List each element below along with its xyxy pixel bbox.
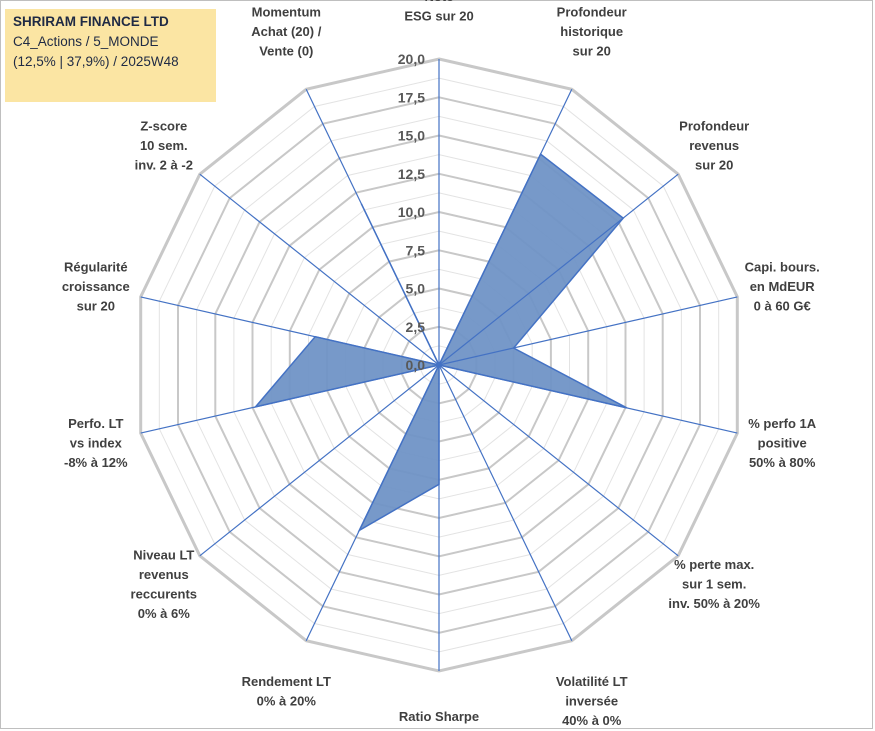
radar-tick-labels: 0,0 2,5 5,0 7,5 10,0 12,5 15,0 17,5 20,0 (398, 51, 425, 373)
axis-label-line: Profondeur (557, 4, 627, 19)
axis-label-line: -8% à 12% (64, 455, 128, 470)
axis-label-line: Volatilité LT (556, 674, 628, 689)
axis-label-line: Achat (20) / (251, 24, 321, 39)
radar-spoke (199, 364, 440, 557)
radial-tick-label: 12,5 (398, 166, 425, 182)
axis-label-line: sur 20 (573, 43, 611, 58)
axis-label-line: Momentum (252, 4, 321, 19)
radial-tick-label: 2,5 (406, 319, 426, 335)
axis-label-line: sur 20 (695, 157, 733, 172)
title-box: SHRIRAM FINANCE LTD C4_Actions / 5_MONDE… (5, 9, 216, 102)
axis-label-line: Z-score (140, 118, 187, 133)
radial-tick-label: 7,5 (406, 242, 426, 258)
radar-spoke (438, 364, 679, 557)
radar-spoke (140, 296, 440, 366)
axis-label-line: Ratio Sharpe (399, 709, 479, 724)
axis-label-line: revenus (139, 567, 189, 582)
axis-label-line: historique (560, 24, 623, 39)
axis-label-line: sur 20 (77, 298, 115, 313)
axis-label-line: Note (425, 0, 454, 4)
axis-label-line: sur 1 sem. (682, 577, 746, 592)
chart-subtitle-category: C4_Actions / 5_MONDE (13, 34, 159, 49)
axis-label-line: 10 sem. (140, 138, 188, 153)
radar-spoke (438, 364, 573, 641)
radar-spoke (438, 296, 738, 366)
axis-label-line: inversée (565, 694, 618, 709)
axis-label-line: Rendement LT (242, 674, 331, 689)
axis-label-line: 40% à 0% (562, 713, 622, 728)
axis-label-line: Régularité (64, 259, 128, 274)
radar-axis-labels: Note ESG sur 20 Profondeur historique sur 20… (62, 0, 820, 731)
radar-spoke (305, 364, 440, 641)
axis-label-line: reccurents (131, 587, 197, 602)
chart-title: SHRIRAM FINANCE LTD (13, 14, 169, 29)
chart-subtitle-period: (12,5% | 37,9%) / 2025W48 (13, 54, 179, 69)
axis-label-line: croissance (62, 279, 130, 294)
radial-tick-label: 5,0 (406, 281, 426, 297)
radial-tick-label: 15,0 (398, 128, 425, 144)
axis-label-line: Vente (0) (259, 43, 313, 58)
radial-tick-label: 0,0 (406, 357, 426, 373)
axis-label-line: 50% à 80% (749, 455, 816, 470)
axis-label-line: vs index (70, 436, 123, 451)
radar-spoke (438, 364, 738, 434)
radial-tick-label: 17,5 (398, 89, 425, 105)
axis-label-line: 0 à 1 (425, 729, 454, 731)
axis-label-line: Perfo. LT (68, 416, 123, 431)
axis-label-line: 0 à 60 G€ (754, 298, 811, 313)
axis-label-line: Profondeur (679, 118, 749, 133)
radial-tick-label: 20,0 (398, 51, 425, 67)
axis-label-line: 0% à 6% (138, 606, 190, 621)
radial-tick-label: 10,0 (398, 204, 425, 220)
axis-label-line: en MdEUR (750, 279, 816, 294)
axis-label-line: % perte max. (674, 557, 754, 572)
axis-label-line: ESG sur 20 (404, 9, 473, 24)
radar-spokes (140, 59, 738, 671)
axis-label-line: Niveau LT (133, 548, 194, 563)
radar-spoke (438, 173, 679, 366)
radar-spoke (199, 173, 440, 366)
axis-label-line: Capi. bours. (745, 259, 820, 274)
axis-label-line: % perfo 1A (748, 416, 817, 431)
radar-spoke (438, 89, 573, 366)
radar-spoke (305, 89, 440, 366)
axis-label-line: revenus (689, 138, 739, 153)
radar-spoke (140, 364, 440, 434)
axis-label-line: 0% à 20% (257, 694, 317, 709)
axis-label-line: inv. 2 à -2 (135, 157, 193, 172)
axis-label-line: positive (758, 436, 807, 451)
axis-label-line: inv. 50% à 20% (668, 596, 760, 611)
